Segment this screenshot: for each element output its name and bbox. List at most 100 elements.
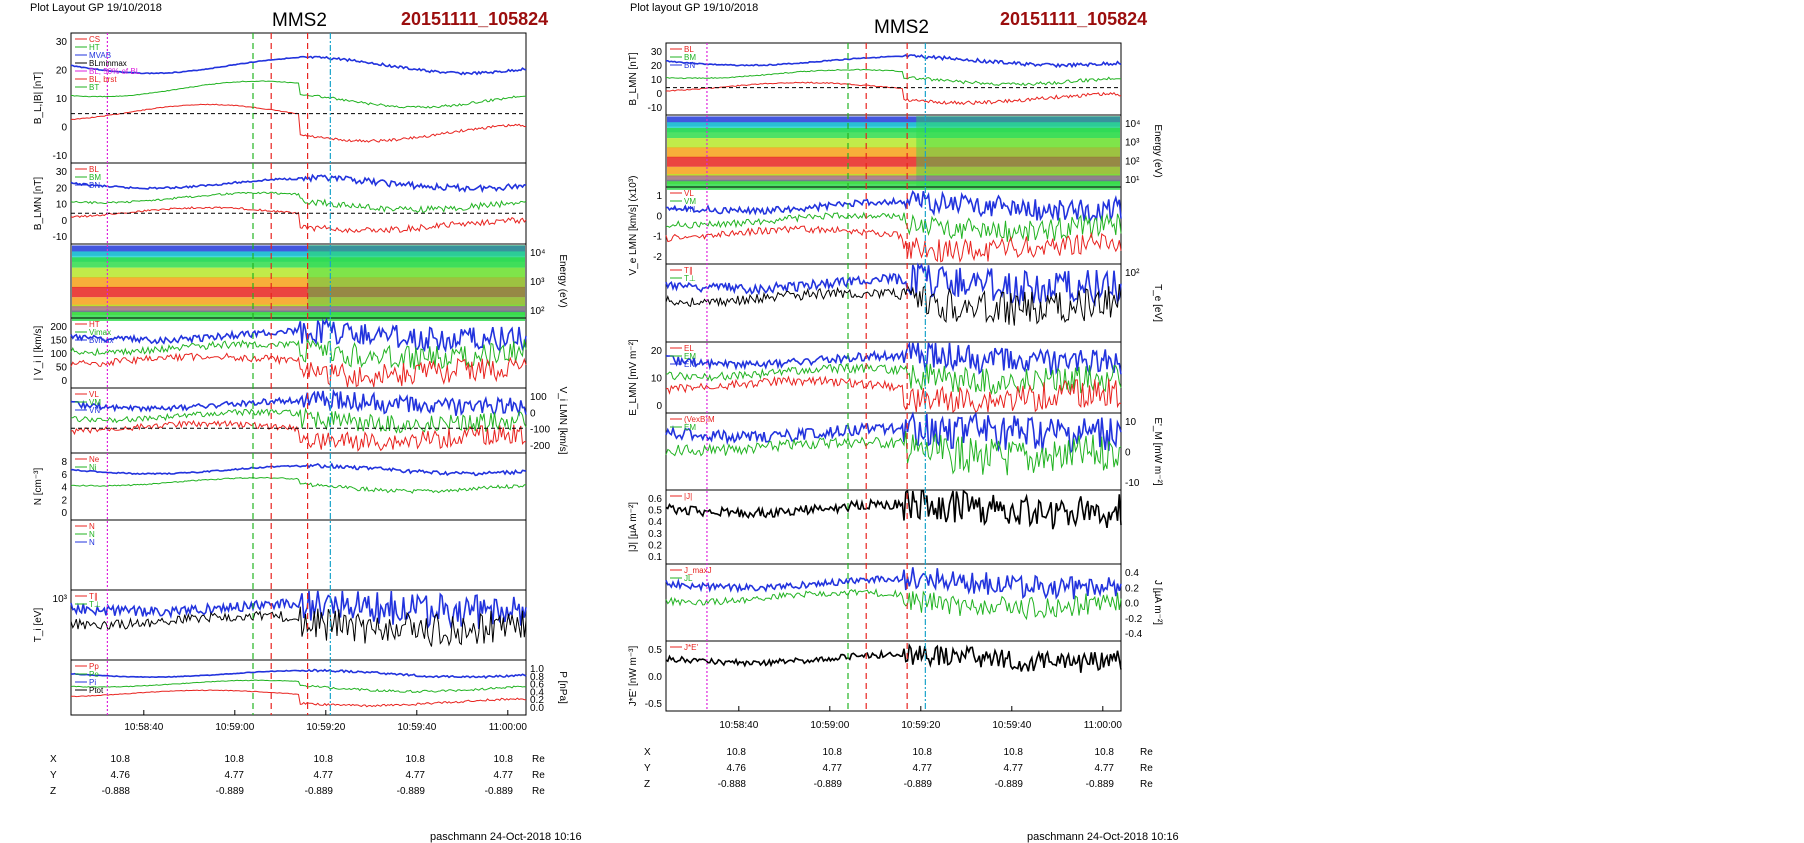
ephemeris-value: 4.77: [1095, 763, 1115, 774]
series-line: [665, 587, 1122, 621]
series-line: [70, 668, 527, 679]
y-tick-label: 10¹: [1125, 175, 1140, 186]
legend-entry: T⊥: [684, 274, 696, 283]
spectrogram-band: [72, 277, 525, 288]
y-tick-label: 20: [651, 61, 663, 72]
y-tick-label: -2: [653, 252, 662, 263]
series-line: [71, 80, 526, 109]
series-line: [70, 476, 527, 494]
legend-entry: VN: [684, 205, 695, 214]
y-tick-label: 10²: [1125, 268, 1140, 279]
y-axis-label: N [cm⁻³]: [33, 468, 44, 506]
y-tick-label: 0.0: [1125, 599, 1139, 610]
y-tick-label: 1: [656, 191, 662, 202]
x-tick-label: 10:58:40: [124, 722, 163, 733]
legend-entry: Pe: [89, 670, 99, 679]
series-line: [665, 283, 1122, 326]
spectrogram-band: [667, 156, 1120, 167]
y-tick-label: 0: [61, 508, 67, 519]
ephemeris-value: 4.77: [823, 763, 843, 774]
left-probe-title: MMS2: [272, 10, 327, 31]
panel-frame-8: [665, 640, 1122, 712]
ephemeris-value: 4.76: [111, 770, 131, 781]
legend-entry: EN: [684, 360, 695, 369]
panel-frame-0: [665, 42, 1122, 116]
ephemeris-value: -0.889: [814, 779, 843, 790]
ephemeris-row-label: Z: [50, 786, 56, 797]
ephemeris-unit: Re: [1140, 747, 1153, 758]
legend-entry: BL: [684, 45, 694, 54]
series-line: [70, 55, 527, 76]
ephemeris-unit: Re: [1140, 763, 1153, 774]
ephemeris-value: -0.889: [1086, 779, 1115, 790]
ephemeris-value: 4.77: [314, 770, 334, 781]
y-tick-label: -10: [1125, 478, 1140, 489]
ephemeris-value: 4.77: [1004, 763, 1024, 774]
legend-entry: JL: [684, 574, 693, 583]
series-line: [70, 679, 527, 693]
y-axis-label: J [µA m⁻²]: [1152, 580, 1163, 625]
right-probe-title: MMS2: [874, 17, 929, 38]
y-tick-label: 0: [1125, 448, 1131, 459]
y-axis-label: P [nPa]: [557, 671, 568, 704]
y-tick-label: -0.2: [1125, 614, 1143, 625]
right-event-id: 20151111_105824: [1000, 9, 1148, 29]
legend-entry: CS: [89, 35, 100, 44]
y-axis-label: E'_M [mW m⁻²]: [1152, 417, 1163, 486]
y-tick-label: 8: [61, 457, 67, 468]
legend-entry: Pp: [89, 662, 99, 671]
y-tick-label: 0.4: [648, 517, 662, 528]
legend-entry: N: [89, 530, 95, 539]
spectrogram-lowband: [72, 306, 525, 313]
x-tick-label: 11:00:00: [1084, 720, 1123, 731]
y-tick-label: 20: [56, 66, 68, 77]
ephemeris-value: -0.889: [904, 779, 933, 790]
ephemeris-value: 4.76: [727, 763, 747, 774]
spectrogram-region: [307, 245, 525, 317]
series-line: [666, 53, 1122, 69]
series-line: [666, 68, 1122, 86]
y-tick-label: 0.1: [648, 552, 662, 563]
legend-entry: Ptot: [89, 686, 104, 695]
series-line: [665, 489, 1122, 530]
y-tick-label: 0.0: [530, 703, 544, 714]
spectrogram-band: [72, 310, 525, 321]
ephemeris-value: 4.77: [406, 770, 426, 781]
y-tick-label: 0.4: [530, 687, 544, 698]
spectrogram-band: [72, 297, 525, 308]
legend-entry: BM: [684, 53, 696, 62]
legend-entry: Vimax: [89, 328, 111, 337]
ephemeris-value: 10.8: [823, 747, 843, 758]
series-line: [70, 191, 527, 213]
y-tick-label: -0.4: [1125, 629, 1143, 640]
series-line: [70, 606, 527, 647]
y-tick-label: 0.0: [648, 672, 662, 683]
y-tick-label: 0: [530, 408, 536, 419]
y-axis-label: V_e LMN [km/s] (x10³): [628, 175, 639, 275]
series-line: [665, 211, 1122, 242]
series-line: [71, 689, 527, 708]
legend-entry: N: [89, 522, 95, 531]
y-tick-label: 10³: [530, 277, 545, 288]
series-line: [70, 173, 527, 194]
ephemeris-value: 4.77: [494, 770, 514, 781]
legend-entry: Bvmax: [89, 336, 113, 345]
y-tick-label: 0.2: [1125, 583, 1139, 594]
legend-entry: (VexB)M: [684, 415, 715, 424]
series-line: [70, 388, 527, 417]
y-tick-label: 20: [651, 346, 663, 357]
x-tick-label: 10:59:00: [810, 720, 849, 731]
spectrogram-band: [667, 138, 1120, 149]
ephemeris-value: -0.889: [216, 786, 245, 797]
y-tick-label: 0.8: [530, 672, 544, 683]
y-tick-label: -0.5: [645, 699, 663, 710]
legend-entry: HT: [89, 320, 100, 329]
y-tick-label: 10³: [1125, 138, 1140, 149]
y-tick-label: 0: [61, 123, 67, 134]
legend-entry: J_maxJ: [684, 566, 712, 575]
x-tick-label: 10:58:40: [719, 720, 758, 731]
y-axis-label: E_LMN [mV m⁻²]: [628, 339, 639, 416]
spectrogram-band: [667, 116, 1120, 127]
legend-entry: N: [89, 538, 95, 547]
y-tick-label: 0.2: [530, 695, 544, 706]
